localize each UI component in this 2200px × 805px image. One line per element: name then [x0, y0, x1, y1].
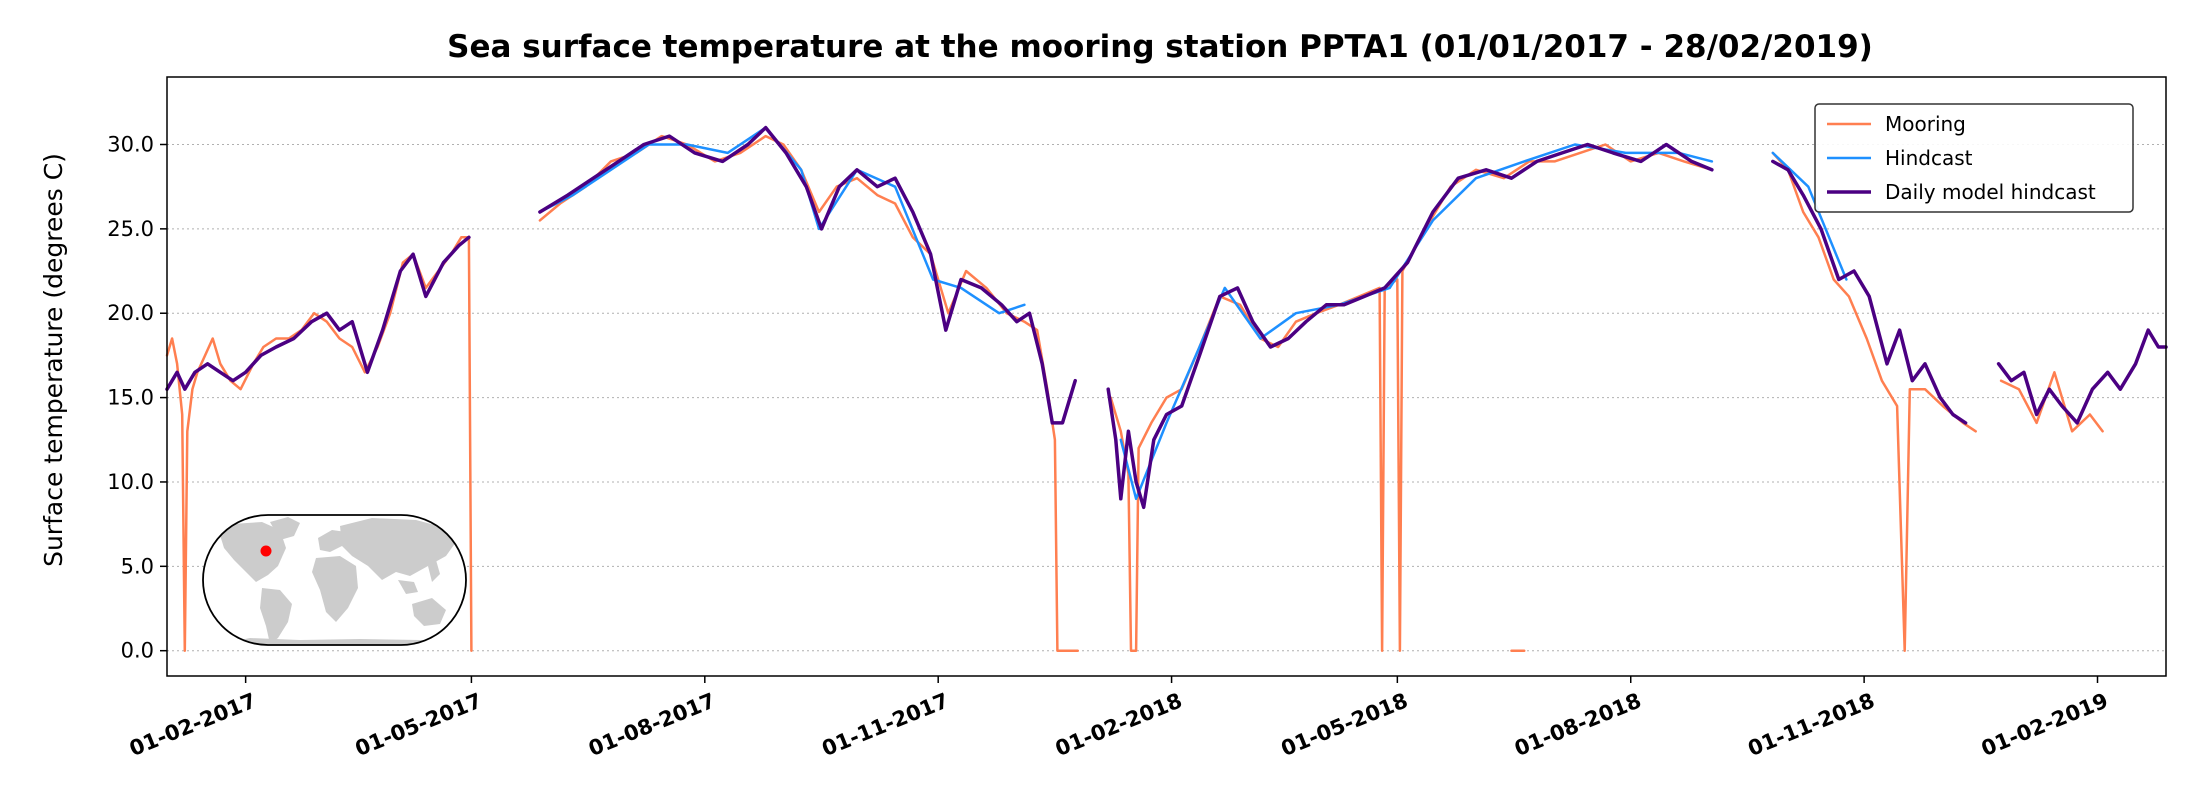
inset-map-landmass-4: [312, 556, 358, 622]
inset-map-landmass-8: [428, 560, 440, 582]
legend-label-1: Hindcast: [1885, 146, 1973, 170]
plot-frame: [166, 76, 2167, 677]
series-0-segment-1: [538, 134, 1079, 652]
y-tick-label-4: 20.0: [107, 301, 154, 325]
series-0-segment-4: [1771, 151, 1977, 652]
inset-map-landmass-7: [412, 598, 446, 626]
y-axis-label: Surface temperature (degrees C): [39, 153, 68, 567]
inset-map-landmass-1: [270, 517, 300, 540]
x-tick-label-8: 01-02-2019: [1978, 688, 2112, 761]
y-tick-label-5: 25.0: [107, 217, 154, 241]
series-0-segment-2: [1109, 143, 1714, 652]
station-location-marker: [260, 545, 272, 557]
inset-map-landmass-9: [210, 638, 460, 645]
y-tick-label-0: 0.0: [121, 639, 154, 663]
series-1-segment-0: [538, 126, 1026, 315]
series-2-segment-4: [1996, 328, 2168, 425]
inset-map-landmass-5: [340, 518, 456, 580]
y-tick-label-3: 15.0: [107, 386, 154, 410]
series-2-segment-2: [1106, 142, 1714, 510]
inset-map-landmass-2: [260, 588, 292, 644]
y-tick-label-6: 30.0: [107, 132, 154, 156]
x-tick-label-0: 01-02-2017: [126, 688, 260, 761]
inset-map-border: [202, 514, 467, 646]
x-tick-label-3: 01-11-2017: [819, 688, 953, 761]
legend-label-0: Mooring: [1885, 112, 1966, 136]
x-tick-label-5: 01-05-2018: [1278, 688, 1412, 761]
legend: Mooring Hindcast Daily model hindcast: [1814, 103, 2134, 213]
series-2-segment-1: [538, 125, 1077, 425]
series-1-segment-2: [1771, 151, 1848, 281]
inset-map-landmass-3: [318, 530, 346, 552]
y-tick-label-2: 10.0: [107, 470, 154, 494]
x-tick-label-1: 01-05-2017: [352, 688, 486, 761]
y-tick-label-1: 5.0: [121, 554, 154, 578]
inset-map-landmass-0: [220, 522, 286, 582]
chart-title: Sea surface temperature at the mooring s…: [447, 29, 1873, 65]
series-daily-model-hindcast: [165, 125, 2168, 510]
series-2-segment-0: [165, 235, 471, 391]
x-tick-label-2: 01-08-2017: [585, 688, 719, 761]
legend-label-2: Daily model hindcast: [1885, 180, 2096, 204]
inset-map-land: [210, 517, 460, 645]
series-2-segment-3: [1771, 159, 1968, 425]
inset-world-map: [202, 514, 467, 646]
x-tick-label-6: 01-08-2018: [1511, 688, 1645, 761]
legend-box: [1814, 103, 2134, 213]
series-layer: [165, 125, 2168, 652]
x-tick-label-4: 01-02-2018: [1052, 688, 1186, 761]
x-tick-label-7: 01-11-2018: [1744, 688, 1878, 761]
inset-map-landmass-6: [398, 580, 418, 594]
series-0-segment-5: [1999, 371, 2104, 433]
